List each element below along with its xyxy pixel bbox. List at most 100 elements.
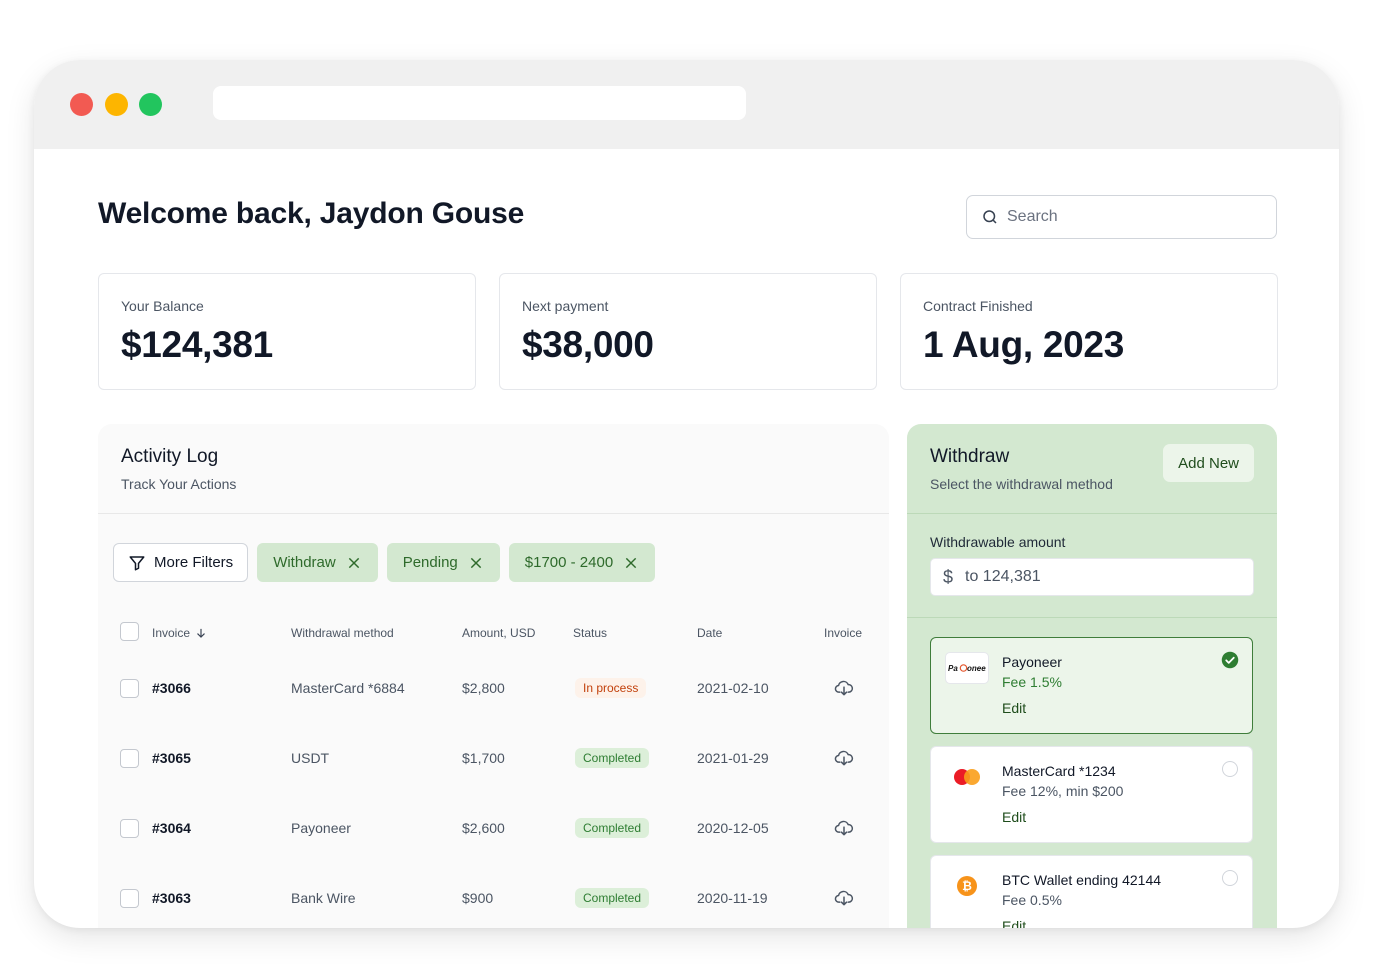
withdraw-title: Withdraw	[930, 446, 1010, 467]
column-header-method: Withdrawal method	[291, 626, 394, 640]
search-icon	[983, 210, 997, 224]
row-checkbox[interactable]	[120, 679, 139, 698]
minimize-window-button[interactable]	[105, 93, 128, 116]
invoice-number: #3063	[152, 890, 191, 906]
filter-chip-withdraw[interactable]: Withdraw	[257, 543, 378, 582]
invoice-number: #3066	[152, 680, 191, 696]
activity-log-panel: Activity Log Track Your Actions More Fil…	[98, 424, 889, 928]
edit-link[interactable]: Edit	[1002, 809, 1027, 825]
method-card-btc[interactable]: ₿ BTC Wallet ending 42144 Fee 0.5% Edit	[930, 855, 1253, 928]
method-radio[interactable]	[1222, 870, 1238, 886]
filter-chip-pending[interactable]: Pending	[386, 543, 500, 582]
check-circle-icon[interactable]	[1221, 651, 1239, 669]
chip-label: Withdraw	[273, 554, 336, 571]
row-checkbox[interactable]	[120, 889, 139, 908]
status-badge: In process	[575, 678, 647, 698]
column-header-label: Invoice	[152, 626, 191, 640]
mastercard-logo	[945, 761, 989, 793]
address-bar[interactable]	[213, 86, 746, 120]
method-card-mastercard[interactable]: MasterCard *1234 Fee 12%, min $200 Edit	[930, 746, 1253, 843]
select-all-checkbox[interactable]	[120, 622, 139, 641]
svg-text:oneer: oneer	[967, 664, 986, 673]
activity-header: Activity Log Track Your Actions	[98, 424, 889, 514]
add-new-button[interactable]: Add New	[1163, 444, 1254, 482]
column-header-amount: Amount, USD	[462, 626, 536, 640]
amount: $900	[462, 890, 494, 906]
more-filters-label: More Filters	[154, 554, 234, 571]
download-icon[interactable]	[834, 818, 854, 838]
mastercard-icon	[954, 769, 980, 785]
withdrawal-method: MasterCard *6884	[291, 680, 405, 696]
contract-value: 1 Aug, 2023	[923, 324, 1124, 365]
method-radio[interactable]	[1222, 761, 1238, 777]
filter-chip-amount-range[interactable]: $1700 - 2400	[508, 543, 656, 582]
withdrawal-method: Payoneer	[291, 820, 351, 836]
withdrawable-amount-section: Withdrawable amount $ to 124,381	[907, 514, 1277, 618]
download-icon[interactable]	[834, 678, 854, 698]
close-icon[interactable]	[468, 555, 484, 571]
svg-text:Pa: Pa	[948, 664, 958, 673]
close-window-button[interactable]	[70, 93, 93, 116]
download-icon[interactable]	[834, 748, 854, 768]
withdrawable-amount-label: Withdrawable amount	[930, 534, 1066, 550]
dollar-icon: $	[943, 566, 954, 587]
contract-label: Contract Finished	[923, 298, 1033, 314]
row-checkbox[interactable]	[120, 749, 139, 768]
search-input[interactable]	[1007, 208, 1257, 226]
edit-link[interactable]: Edit	[1002, 918, 1027, 928]
method-card-payoneer[interactable]: Pa oneer Payoneer Fee 1.5% Edit	[930, 637, 1253, 734]
date: 2021-02-10	[697, 680, 769, 696]
column-header-status: Status	[573, 626, 608, 640]
withdrawal-method: USDT	[291, 750, 330, 766]
activity-title: Activity Log	[121, 446, 219, 467]
status-badge: Completed	[575, 888, 650, 908]
arrow-down-icon	[197, 628, 205, 638]
status-badge: Completed	[575, 748, 650, 768]
chip-label: Pending	[402, 554, 458, 571]
invoice-number: #3064	[152, 820, 191, 836]
chip-label: $1700 - 2400	[524, 554, 614, 571]
withdraw-panel: Withdraw Select the withdrawal method Ad…	[907, 424, 1277, 928]
balance-value: $124,381	[121, 324, 273, 365]
method-fee: Fee 0.5%	[1002, 892, 1062, 908]
search-box[interactable]	[966, 195, 1277, 239]
amount-placeholder: to 124,381	[965, 568, 1041, 585]
page-title: Welcome back, Jaydon Gouse	[98, 197, 524, 231]
next-payment-label: Next payment	[522, 298, 609, 314]
status-badge: Completed	[575, 818, 650, 838]
column-header-invoice[interactable]: Invoice	[152, 626, 208, 640]
svg-text:₿: ₿	[962, 879, 972, 893]
withdraw-subtitle: Select the withdrawal method	[930, 476, 1113, 492]
amount: $2,800	[462, 680, 505, 696]
method-fee: Fee 12%, min $200	[1002, 783, 1124, 799]
balance-label: Your Balance	[121, 298, 204, 314]
title-bar	[34, 60, 1339, 149]
amount-input[interactable]: $ to 124,381	[930, 558, 1254, 596]
browser-window: Welcome back, Jaydon Gouse Your Balance …	[34, 60, 1339, 928]
amount: $2,600	[462, 820, 505, 836]
method-name: Payoneer	[1002, 654, 1062, 670]
filter-icon	[129, 555, 145, 570]
date: 2021-01-29	[697, 750, 769, 766]
next-payment-value: $38,000	[522, 324, 654, 365]
close-icon[interactable]	[623, 555, 639, 571]
close-icon[interactable]	[346, 555, 362, 571]
withdraw-header: Withdraw Select the withdrawal method Ad…	[907, 424, 1277, 514]
invoice-number: #3065	[152, 750, 191, 766]
method-fee: Fee 1.5%	[1002, 674, 1062, 690]
amount: $1,700	[462, 750, 505, 766]
date: 2020-12-05	[697, 820, 769, 836]
next-payment-card: Next payment $38,000	[499, 273, 877, 390]
method-name: BTC Wallet ending 42144	[1002, 872, 1162, 888]
download-icon[interactable]	[834, 888, 854, 908]
row-checkbox[interactable]	[120, 819, 139, 838]
edit-link[interactable]: Edit	[1002, 700, 1027, 716]
balance-card: Your Balance $124,381	[98, 273, 476, 390]
column-header-invoice-download: Invoice	[824, 626, 863, 640]
column-header-date: Date	[697, 626, 723, 640]
welcome-prefix: Welcome back,	[98, 197, 312, 230]
more-filters-button[interactable]: More Filters	[113, 543, 249, 582]
method-name: MasterCard *1234	[1002, 763, 1116, 779]
maximize-window-button[interactable]	[139, 93, 162, 116]
bitcoin-icon: ₿	[957, 876, 977, 896]
